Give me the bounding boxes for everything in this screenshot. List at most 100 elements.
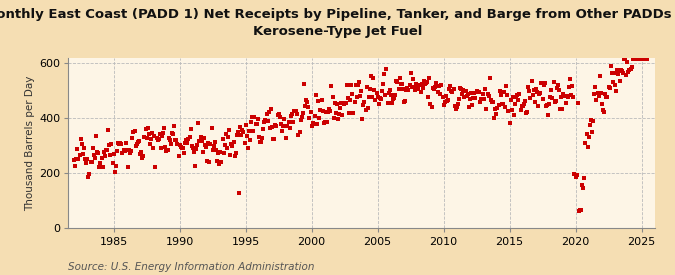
Point <box>288 120 298 124</box>
Point <box>176 145 186 149</box>
Point <box>290 109 300 114</box>
Point <box>368 76 379 80</box>
Point <box>410 88 421 93</box>
Point <box>116 142 127 146</box>
Point <box>312 122 323 126</box>
Point <box>105 153 116 158</box>
Point <box>394 75 405 80</box>
Point <box>359 100 370 104</box>
Point <box>136 150 146 155</box>
Point <box>502 92 513 97</box>
Point <box>576 207 587 212</box>
Point <box>564 85 574 90</box>
Point <box>488 100 499 104</box>
Point <box>321 119 332 124</box>
Point <box>269 137 279 142</box>
Point <box>408 85 419 89</box>
Point <box>170 138 181 142</box>
Point <box>556 95 567 100</box>
Point <box>122 148 132 153</box>
Point <box>466 90 477 95</box>
Point <box>398 86 408 91</box>
Point <box>123 165 134 170</box>
Point <box>303 105 314 109</box>
Point <box>195 134 206 139</box>
Point <box>80 157 90 162</box>
Point <box>506 108 517 112</box>
Point <box>293 133 304 137</box>
Point <box>88 153 99 157</box>
Text: Monthly East Coast (PADD 1) Net Receipts by Pipeline, Tanker, and Barge from Oth: Monthly East Coast (PADD 1) Net Receipts… <box>0 8 675 38</box>
Point <box>150 165 161 169</box>
Point <box>225 153 236 158</box>
Point <box>500 105 510 110</box>
Point <box>601 95 612 99</box>
Point <box>429 84 440 89</box>
Point <box>298 81 309 86</box>
Point <box>127 136 138 140</box>
Point <box>333 117 344 121</box>
Point <box>324 107 335 111</box>
Point <box>467 102 478 107</box>
Point <box>437 95 448 100</box>
Point <box>90 134 101 139</box>
Point <box>142 126 153 130</box>
Point <box>307 121 318 125</box>
Point <box>260 117 271 122</box>
Point <box>329 101 340 105</box>
Point <box>513 97 524 102</box>
Point <box>456 87 466 92</box>
Point <box>194 139 205 144</box>
Point <box>565 76 576 81</box>
Point <box>616 69 627 73</box>
Point <box>392 80 403 84</box>
Point <box>232 133 242 137</box>
Point <box>581 131 592 136</box>
Point <box>531 86 541 91</box>
Point <box>511 94 522 99</box>
Point <box>443 98 454 102</box>
Point <box>529 88 539 92</box>
Point <box>282 124 293 128</box>
Point <box>462 92 473 97</box>
Point <box>144 142 155 146</box>
Point <box>289 109 300 113</box>
Point <box>493 103 504 108</box>
Point <box>637 57 648 61</box>
Point <box>525 96 536 101</box>
Point <box>559 94 570 98</box>
Point <box>294 130 305 134</box>
Point <box>102 148 113 152</box>
Point <box>408 77 418 81</box>
Point <box>447 90 458 94</box>
Point <box>135 152 146 156</box>
Point <box>370 98 381 103</box>
Point <box>286 112 297 116</box>
Point <box>157 133 167 138</box>
Point <box>180 140 190 145</box>
Point <box>358 103 369 108</box>
Point <box>614 79 625 83</box>
Point <box>347 92 358 97</box>
Point <box>378 81 389 86</box>
Point <box>117 151 128 156</box>
Point <box>247 114 258 119</box>
Point <box>418 79 429 83</box>
Point <box>515 108 526 112</box>
Point <box>256 136 267 141</box>
Point <box>319 120 330 124</box>
Point <box>532 89 543 94</box>
Point <box>163 136 174 141</box>
Point <box>381 67 392 72</box>
Point <box>132 140 143 144</box>
Point <box>337 113 348 117</box>
Point <box>213 150 223 155</box>
Point <box>421 81 431 86</box>
Point <box>323 109 333 114</box>
Point <box>179 151 190 156</box>
Point <box>508 113 519 117</box>
Point <box>438 103 449 108</box>
Point <box>125 151 136 155</box>
Point <box>401 88 412 92</box>
Point <box>86 160 97 164</box>
